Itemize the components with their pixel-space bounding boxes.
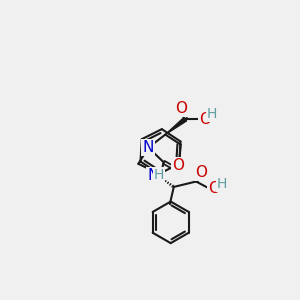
Polygon shape (165, 118, 187, 135)
Text: O: O (176, 101, 188, 116)
Text: N: N (147, 168, 159, 183)
Text: O: O (199, 112, 211, 127)
Text: H: H (207, 107, 217, 121)
Text: N: N (143, 140, 154, 155)
Text: O: O (172, 158, 184, 173)
Text: O: O (208, 181, 220, 196)
Text: H: H (217, 177, 227, 191)
Text: H: H (154, 168, 164, 182)
Text: O: O (196, 165, 208, 180)
